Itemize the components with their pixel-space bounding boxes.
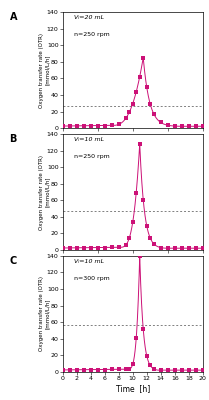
Text: B: B [9, 134, 17, 144]
Text: Vₗ=10 mL: Vₗ=10 mL [74, 138, 104, 142]
Text: n=300 rpm: n=300 rpm [74, 276, 110, 281]
Text: C: C [9, 256, 17, 266]
Text: Vₗ=20 mL: Vₗ=20 mL [74, 16, 104, 20]
Text: Vₗ=10 mL: Vₗ=10 mL [74, 259, 104, 264]
Y-axis label: Oxygen transfer rate (OTR)
[mmol/L/h]: Oxygen transfer rate (OTR) [mmol/L/h] [39, 276, 49, 352]
X-axis label: Time  [h]: Time [h] [116, 384, 150, 393]
Y-axis label: Oxygen transfer rate (OTR)
[mmol/L/h]: Oxygen transfer rate (OTR) [mmol/L/h] [39, 32, 49, 108]
Text: A: A [9, 12, 17, 22]
Text: n=250 rpm: n=250 rpm [74, 32, 110, 37]
Text: n=250 rpm: n=250 rpm [74, 154, 110, 159]
Y-axis label: Oxygen transfer rate (OTR)
[mmol/L/h]: Oxygen transfer rate (OTR) [mmol/L/h] [39, 154, 49, 230]
